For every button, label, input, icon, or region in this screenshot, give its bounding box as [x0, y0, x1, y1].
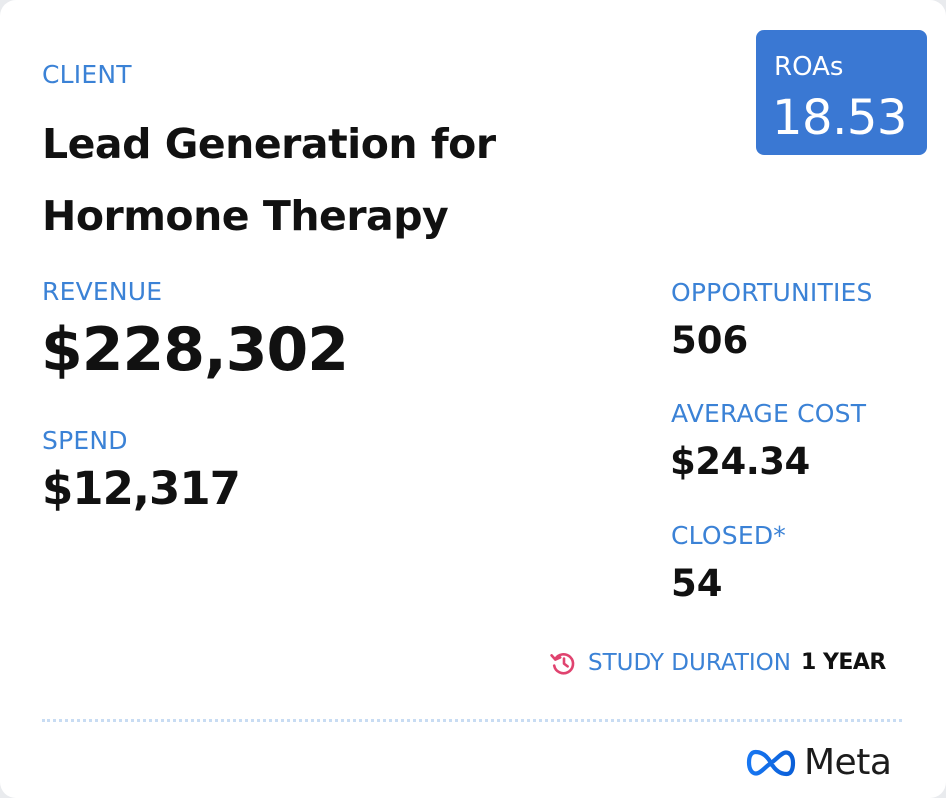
meta-infinity-logo-icon: [746, 749, 796, 777]
client-title: Lead Generation for Hormone Therapy: [42, 120, 496, 240]
spend-label: SPEND: [42, 426, 128, 455]
closed-label: CLOSED*: [671, 521, 786, 550]
roas-badge: ROAs 18.53: [756, 30, 927, 155]
history-clock-icon: [549, 649, 577, 677]
meta-brand-name: Meta: [804, 742, 892, 783]
revenue-value: $228,302: [41, 315, 349, 385]
average-cost-label: AVERAGE COST: [671, 399, 867, 428]
study-duration-value: 1 YEAR: [800, 650, 886, 675]
closed-value: 54: [671, 562, 723, 605]
meta-brand: Meta: [746, 741, 892, 785]
roas-value: 18.53: [772, 90, 907, 146]
revenue-label: REVENUE: [42, 277, 163, 306]
client-label: CLIENT: [42, 60, 132, 89]
roas-label: ROAs: [774, 52, 844, 82]
dotted-divider: [42, 719, 902, 722]
average-cost-value: $24.34: [670, 440, 810, 483]
opportunities-label: OPPORTUNITIES: [671, 278, 873, 307]
spend-value: $12,317: [42, 462, 241, 515]
opportunities-value: 506: [671, 319, 749, 362]
study-duration-label: STUDY DURATION: [588, 649, 791, 676]
study-duration: STUDY DURATION 1 YEAR: [549, 648, 886, 678]
